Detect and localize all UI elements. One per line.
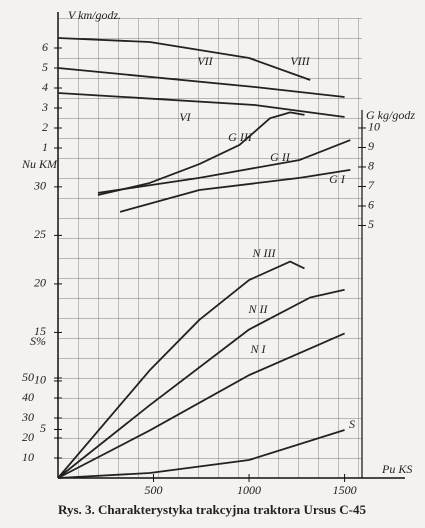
curve: [57, 429, 345, 479]
s-tick-label: 40: [22, 390, 34, 404]
curve-label: VII: [197, 54, 213, 68]
g-tick-label: 5: [368, 217, 374, 231]
n-tick-label: 30: [33, 179, 46, 193]
curve: [57, 288, 345, 479]
n-tick-label: 5: [40, 421, 46, 435]
curve: [57, 332, 345, 479]
n-tick-label: 10: [34, 373, 46, 387]
curve: [97, 139, 351, 194]
curve: [97, 111, 305, 196]
v-tick-label: 4: [42, 80, 48, 94]
v-axis-label: V km/godz.: [68, 8, 121, 22]
g-tick-label: 10: [368, 120, 380, 134]
s-tick-label: 20: [22, 430, 34, 444]
caption: Rys. 3. Charakterystyka trakcyjna trakto…: [58, 502, 366, 517]
curve-label: S: [349, 417, 355, 431]
g-tick-label: 6: [368, 198, 374, 212]
x-tick-label: 1500: [333, 483, 357, 497]
curve-label: G III: [228, 130, 253, 144]
g-tick-label: 9: [368, 139, 374, 153]
n-tick-label: 15: [34, 324, 46, 338]
curve: [119, 169, 351, 213]
curve-label: N III: [252, 246, 277, 260]
v-tick-label: 6: [42, 40, 48, 54]
v-tick-label: 2: [42, 120, 48, 134]
s-tick-label: 30: [21, 410, 34, 424]
v-tick-label: 3: [41, 100, 48, 114]
x-tick-label: 500: [145, 483, 163, 497]
n-axis-label: Nu KM: [21, 157, 58, 171]
curve-label: N I: [250, 342, 267, 356]
curve-label: VI: [179, 110, 191, 124]
curve: [57, 260, 305, 479]
curve: [57, 37, 311, 81]
curve: [57, 67, 345, 98]
v-tick-label: 1: [42, 140, 48, 154]
g-axis-label: G kg/godz: [366, 108, 415, 122]
v-tick-label: 5: [42, 60, 48, 74]
n-tick-label: 25: [34, 227, 46, 241]
s-tick-label: 10: [22, 450, 34, 464]
s-axis-label: S%: [30, 334, 46, 348]
x-tick-label: 1000: [237, 483, 261, 497]
curve: [57, 92, 345, 118]
curve-label: N II: [248, 302, 269, 316]
g-tick-label: 7: [368, 178, 375, 192]
curve-label: VIII: [290, 54, 310, 68]
x-axis-label: Pu KS: [381, 462, 412, 476]
n-tick-label: 20: [34, 276, 46, 290]
grid: [58, 18, 362, 478]
curve-label: G II: [270, 150, 291, 164]
g-tick-label: 8: [368, 159, 374, 173]
curve-label: G I: [329, 172, 346, 186]
s-tick-label: 50: [22, 370, 34, 384]
